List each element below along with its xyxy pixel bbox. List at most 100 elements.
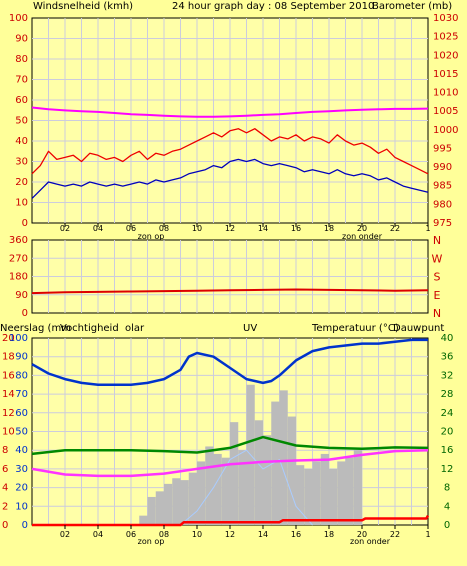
humidity-tick-label: 0 <box>22 520 28 531</box>
humidity-tick-label: 30 <box>15 464 28 475</box>
solar-bar <box>172 478 181 525</box>
compass-letter: W <box>432 252 443 265</box>
solar-bar <box>254 420 263 525</box>
direction-tick-label: 90 <box>15 290 28 301</box>
solar-bar <box>263 435 272 525</box>
wind-grid <box>32 18 428 223</box>
wind-average-line <box>31 158 429 199</box>
barometer-tick-label: 985 <box>433 181 452 192</box>
solar-bars <box>139 384 362 526</box>
wind-speed-tick-label: 70 <box>15 75 28 86</box>
barometer-tick-label: 1025 <box>433 32 458 43</box>
humidity-tick-label: 70 <box>15 389 28 400</box>
barometer-tick-label: 1030 <box>433 13 458 24</box>
x-tick-label: 08 <box>159 530 169 539</box>
wind-speed-tick-label: 100 <box>9 13 28 24</box>
x-tick-label: 12 <box>225 530 235 539</box>
direction-tick-label: 0 <box>22 308 28 319</box>
direction-tick-label: 360 <box>9 235 28 246</box>
climate-series <box>31 338 430 527</box>
humidity-tick-label: 80 <box>15 370 28 381</box>
rain-line <box>32 514 430 527</box>
rain-tick-label: 20 <box>2 333 15 344</box>
barometer-tick-label: 1010 <box>433 88 458 99</box>
rain-tick-label: 4 <box>2 483 8 494</box>
compass-letter: N <box>433 234 441 247</box>
dewpoint-axis-title: Dauwpunt <box>393 323 444 334</box>
temperature-tick-label: 8 <box>444 483 450 494</box>
rain-tick-label: 14 <box>2 389 15 400</box>
barometer-tick-label: 1020 <box>433 50 458 61</box>
barometer-tick-label: 995 <box>433 143 452 154</box>
wind-x-ticks: 02 04 06 08 10 12 14 16 18 20 22 1 <box>60 223 431 233</box>
temperature-tick-label: 28 <box>441 389 454 400</box>
humidity-tick-label: 50 <box>15 427 28 438</box>
barometer-tick-label: 1000 <box>433 125 458 136</box>
x-tick-label: 22 <box>390 224 400 233</box>
solar-axis-title: olar <box>125 323 145 334</box>
x-tick-label: 16 <box>291 530 301 539</box>
solar-bar <box>345 457 354 525</box>
barometer-line <box>31 106 429 118</box>
barometer-tick-label: 980 <box>433 199 452 210</box>
compass-letter: S <box>434 271 441 284</box>
solar-bar <box>312 461 321 525</box>
solar-bar <box>353 450 362 525</box>
direction-tick-label: 180 <box>9 272 28 283</box>
sunset-label: zon onder <box>342 232 383 241</box>
solar-bar <box>320 453 329 525</box>
sunrise-label-lower: zon op <box>138 537 165 546</box>
humidity-tick-label: 10 <box>15 501 28 512</box>
humidity-tick-label: 60 <box>15 408 28 419</box>
wind-speed-tick-label: 40 <box>15 136 28 147</box>
x-tick-label: 04 <box>93 224 103 233</box>
x-tick-label: 20 <box>357 224 367 233</box>
rain-tick-label: 2 <box>2 501 8 512</box>
uv-axis-title: UV <box>243 323 257 334</box>
temperature-tick-label: 20 <box>441 427 454 438</box>
barometer-ticks: 975 980 985 990 995 1000 1005 1010 1015 1020 1025 1… <box>433 13 458 229</box>
barometer-tick-label: 1015 <box>433 69 458 80</box>
x-tick-label: 1 <box>425 224 430 233</box>
temperature-tick-label: 0 <box>444 520 450 531</box>
wind-speed-tick-label: 60 <box>15 95 28 106</box>
wind-speed-axis-title: Windsnelheid (kmh) <box>33 1 133 12</box>
x-tick-label: 08 <box>159 224 169 233</box>
solar-bar <box>279 390 288 525</box>
compass-letter: N <box>433 307 441 320</box>
humidity-tick-label: 100 <box>9 333 28 344</box>
solar-bar <box>329 468 338 525</box>
solar-bar <box>188 472 197 525</box>
rain-tick-label: 12 <box>2 408 15 419</box>
wind-speed-tick-label: 50 <box>15 116 28 127</box>
solar-bar <box>213 453 222 525</box>
compass-letter: E <box>434 289 441 302</box>
humidity-tick-label: 40 <box>15 445 28 456</box>
solar-bar <box>337 461 346 525</box>
x-tick-label: 20 <box>357 530 367 539</box>
dewpoint-line <box>31 448 429 478</box>
temperature-tick-label: 4 <box>444 501 450 512</box>
sunrise-label: zon op <box>138 232 165 241</box>
direction-series <box>31 288 429 295</box>
solar-bar <box>271 401 280 525</box>
wind-speed-tick-label: 0 <box>22 218 28 229</box>
rain-tick-label: 16 <box>2 370 15 381</box>
barometer-tick-label: 1005 <box>433 106 458 117</box>
temperature-tick-label: 32 <box>441 370 454 381</box>
rain-axis-title: Neerslag (mm <box>0 323 71 334</box>
x-tick-label: 14 <box>258 224 268 233</box>
wind-gust-line <box>31 128 429 175</box>
temperature-tick-label: 36 <box>441 352 454 363</box>
humidity-tick-label: 20 <box>15 483 28 494</box>
uv-line <box>180 449 313 526</box>
temperature-ticks: 0 4 8 12 16 20 24 28 32 36 40 <box>441 333 454 531</box>
wind-series <box>31 106 429 199</box>
x-tick-label: 02 <box>60 224 70 233</box>
wind-speed-ticks: 0 10 20 30 40 50 60 70 80 90 100 <box>9 13 28 229</box>
x-tick-label: 16 <box>291 224 301 233</box>
